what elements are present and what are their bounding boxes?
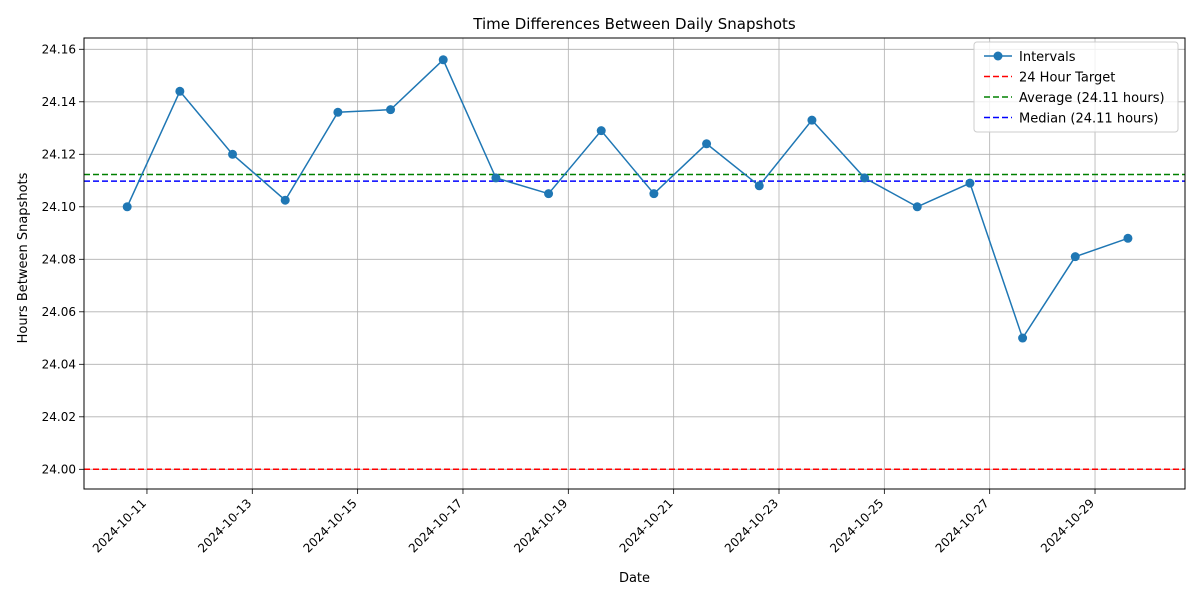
y-tick-label: 24.16 xyxy=(42,42,76,56)
data-point xyxy=(1070,252,1080,262)
y-tick-label: 24.14 xyxy=(42,95,76,109)
y-axis: 24.00 24.02 24.04 24.06 24.08 24.10 24.12 24.14… xyxy=(42,42,84,476)
x-tick-label: 2024-10-29 xyxy=(1038,496,1097,555)
y-tick-label: 24.06 xyxy=(42,305,76,319)
y-tick-label: 24.12 xyxy=(42,147,76,161)
x-tick-label: 2024-10-11 xyxy=(90,496,149,555)
y-tick-label: 24.00 xyxy=(42,462,76,476)
data-point xyxy=(122,202,132,212)
data-point xyxy=(491,173,501,183)
data-point xyxy=(333,107,343,117)
legend-label: 24 Hour Target xyxy=(1019,71,1115,86)
data-point xyxy=(596,126,606,136)
reference-lines xyxy=(84,173,1185,471)
legend-label: Average (24.11 hours) xyxy=(1019,91,1165,106)
chart-title: Time Differences Between Daily Snapshots xyxy=(472,15,796,33)
y-axis-label: Hours Between Snapshots xyxy=(16,172,31,343)
x-tick-label: 2024-10-13 xyxy=(195,496,254,555)
x-tick-label: 2024-10-23 xyxy=(722,496,781,555)
data-point xyxy=(702,139,712,149)
series-line-0 xyxy=(126,58,1129,340)
x-axis-label: Date xyxy=(619,571,650,586)
y-tick-label: 24.02 xyxy=(42,410,76,424)
x-tick-label: 2024-10-17 xyxy=(406,496,465,555)
y-tick-label: 24.04 xyxy=(42,357,76,371)
legend: Intervals 24 Hour Target Average (24.11 ho… xyxy=(973,41,1179,133)
data-point xyxy=(1018,333,1028,343)
plot-frame xyxy=(83,37,1186,490)
data-point xyxy=(1123,233,1133,243)
y-tick-label: 24.08 xyxy=(42,252,76,266)
data-point xyxy=(438,55,448,65)
data-point xyxy=(965,178,975,188)
data-point xyxy=(649,189,659,199)
legend-label: Intervals xyxy=(1019,50,1076,65)
legend-box xyxy=(973,41,1179,133)
data-point xyxy=(754,181,764,191)
x-tick-label: 2024-10-21 xyxy=(617,496,676,555)
data-point xyxy=(544,189,554,199)
data-point xyxy=(228,149,238,159)
x-axis: 2024-10-11 2024-10-13 2024-10-15 2024-10-17… xyxy=(90,489,1097,555)
data-point xyxy=(807,115,817,125)
data-point xyxy=(912,202,922,212)
x-tick-label: 2024-10-25 xyxy=(827,496,886,555)
legend-marker xyxy=(993,51,1003,61)
x-tick-label: 2024-10-15 xyxy=(301,496,360,555)
data-point xyxy=(386,105,396,115)
x-tick-label: 2024-10-19 xyxy=(511,496,570,555)
x-tick-label: 2024-10-27 xyxy=(933,496,992,555)
data-point xyxy=(860,173,870,183)
data-point xyxy=(280,195,290,205)
data-point xyxy=(175,86,185,96)
y-tick-label: 24.10 xyxy=(42,200,76,214)
series-layer xyxy=(122,55,1133,343)
legend-label: Median (24.11 hours) xyxy=(1019,112,1158,127)
